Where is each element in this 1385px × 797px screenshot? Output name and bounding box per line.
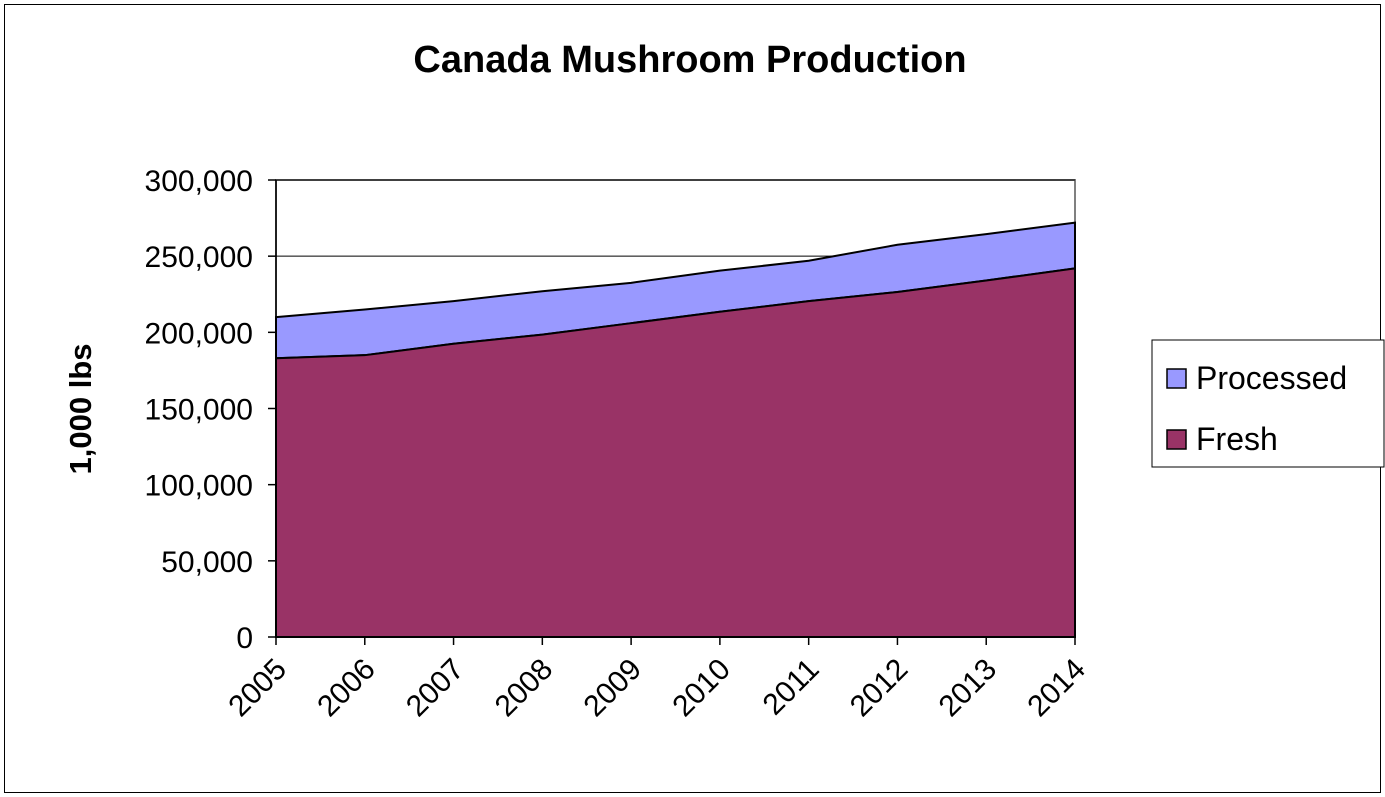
area-layer <box>275 221 1076 638</box>
x-tick-label-1: 2006 <box>311 653 382 724</box>
x-tick-label-3: 2008 <box>489 653 560 724</box>
y-axis-label: 1,000 lbs <box>63 344 98 475</box>
legend-swatch-processed <box>1166 368 1187 389</box>
x-tick-label-8: 2013 <box>933 653 1004 724</box>
x-tick-label-9: 2014 <box>1021 653 1092 724</box>
y-tick-label-0: 0 <box>236 622 253 655</box>
legend-box <box>1151 339 1385 468</box>
x-tick-label-2: 2007 <box>400 653 471 724</box>
legend-label-processed: Processed <box>1196 360 1347 396</box>
chart-title: Canada Mushroom Production <box>413 39 966 81</box>
y-tick-label-1: 50,000 <box>161 546 253 579</box>
legend-label-fresh: Fresh <box>1196 421 1278 457</box>
x-tick-label-5: 2010 <box>666 653 737 724</box>
y-tick-label-3: 150,000 <box>145 394 253 427</box>
y-tick-label-5: 250,000 <box>145 241 253 274</box>
legend: Processed Fresh <box>1151 339 1385 468</box>
x-tick-label-4: 2009 <box>578 653 649 724</box>
y-tick-label-6: 300,000 <box>145 165 253 198</box>
x-tick-label-6: 2011 <box>757 653 826 722</box>
y-tick-label-4: 200,000 <box>145 317 253 350</box>
y-tick-label-2: 100,000 <box>145 470 253 503</box>
legend-swatch-fresh <box>1166 429 1187 450</box>
x-tick-label-7: 2012 <box>844 653 915 724</box>
series-fresh-area <box>275 267 1076 638</box>
x-tick-label-0: 2005 <box>222 653 293 724</box>
